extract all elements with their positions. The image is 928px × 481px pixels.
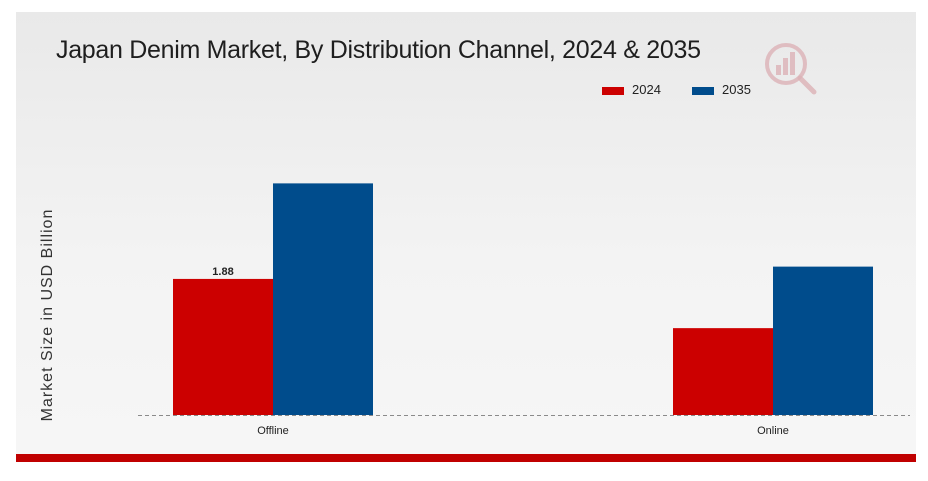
legend-item-2035: 2035 <box>692 82 751 97</box>
legend-label-2035: 2035 <box>722 82 751 97</box>
bar-online-2035 <box>773 266 873 415</box>
bar-offline-2024 <box>173 278 273 415</box>
legend-item-2024: 2024 <box>602 82 661 97</box>
legend-label-2024: 2024 <box>632 82 661 97</box>
bar-offline-2035 <box>273 183 373 415</box>
bar-chart-magnifier-icon <box>765 43 817 95</box>
legend-swatch-2035 <box>692 86 714 95</box>
data-label-offline-2024: 1.88 <box>212 266 233 278</box>
bottom-accent-bar <box>16 454 916 462</box>
bar-online-2024 <box>673 328 773 415</box>
x-tick-label-online: Online <box>757 425 789 437</box>
legend-swatch-2024 <box>602 86 624 95</box>
x-tick-label-offline: Offline <box>257 425 289 437</box>
chart-title: Japan Denim Market, By Distribution Chan… <box>56 36 701 64</box>
